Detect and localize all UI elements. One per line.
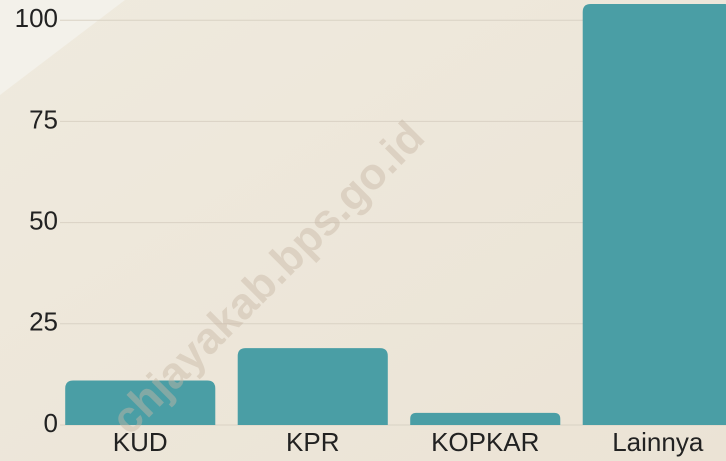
- bar: [410, 412, 561, 425]
- x-tick-label: KOPKAR: [431, 427, 539, 457]
- bars: [65, 4, 726, 425]
- y-tick-label: 0: [44, 408, 58, 438]
- bar: [237, 348, 388, 425]
- x-tick-label: Lainnya: [612, 427, 704, 457]
- x-tick-label: KPR: [286, 427, 339, 457]
- labels: 0 25 50 75 100 KUD KPR KOPKAR Lainnya: [15, 3, 704, 457]
- x-tick-label: KUD: [113, 427, 168, 457]
- corner-decoration: [0, 0, 125, 95]
- bar: [65, 380, 216, 425]
- y-tick-label: 75: [29, 104, 58, 134]
- bar: [582, 4, 726, 425]
- y-tick-label: 25: [29, 307, 58, 337]
- y-tick-label: 100: [15, 3, 58, 33]
- y-tick-label: 50: [29, 205, 58, 235]
